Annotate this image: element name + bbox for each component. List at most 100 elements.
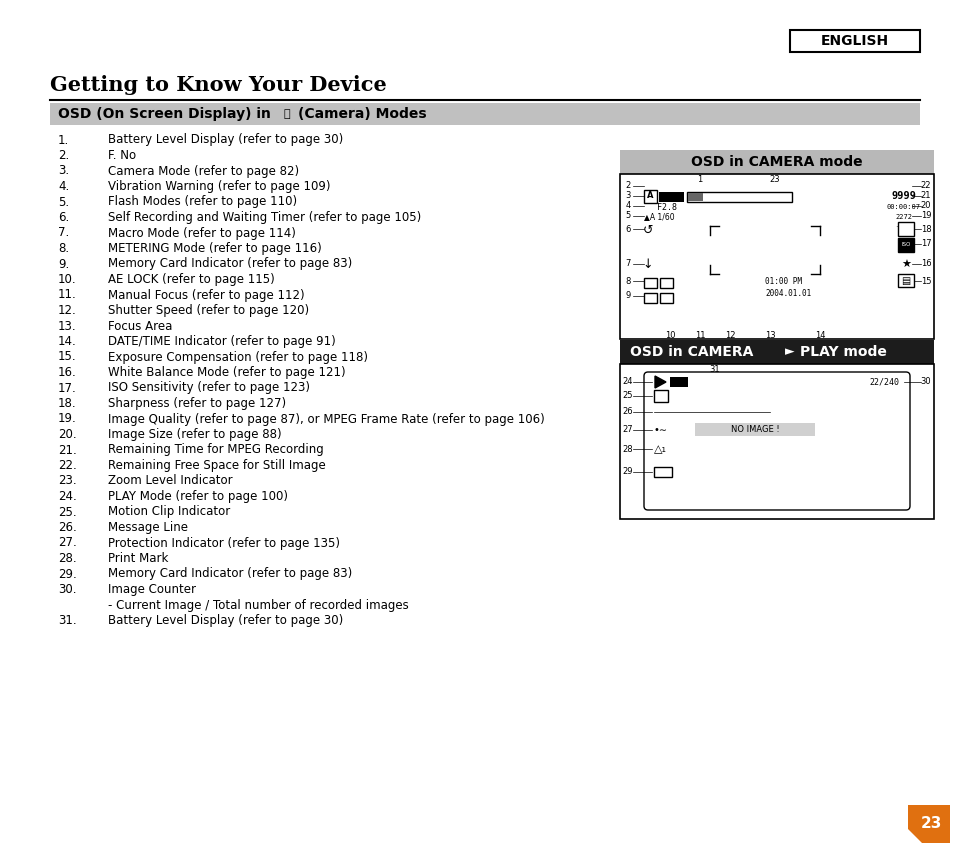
Text: ▲A 1/60: ▲A 1/60 bbox=[643, 212, 674, 222]
Text: ▤: ▤ bbox=[901, 276, 910, 286]
Text: 4.: 4. bbox=[58, 180, 70, 193]
Bar bbox=[619, 340, 933, 364]
Text: 21.: 21. bbox=[58, 443, 76, 456]
Text: White Balance Mode (refer to page 121): White Balance Mode (refer to page 121) bbox=[108, 366, 345, 379]
Text: Focus Area: Focus Area bbox=[108, 320, 172, 332]
Text: 5: 5 bbox=[625, 211, 630, 221]
Text: PLAY Mode (refer to page 100): PLAY Mode (refer to page 100) bbox=[108, 490, 288, 503]
Bar bbox=[907, 805, 949, 843]
Text: Macro Mode (refer to page 114): Macro Mode (refer to page 114) bbox=[108, 227, 295, 240]
Text: 18: 18 bbox=[920, 224, 930, 234]
Text: 28: 28 bbox=[622, 444, 633, 454]
Bar bbox=[686, 192, 791, 202]
Text: 31: 31 bbox=[709, 364, 720, 374]
Text: 27: 27 bbox=[622, 425, 633, 435]
Text: Message Line: Message Line bbox=[108, 521, 188, 534]
Text: 19: 19 bbox=[920, 211, 930, 221]
Text: 2272: 2272 bbox=[895, 214, 911, 220]
Bar bbox=[897, 238, 913, 252]
Text: Motion Clip Indicator: Motion Clip Indicator bbox=[108, 505, 230, 519]
Text: 12: 12 bbox=[724, 331, 735, 339]
Bar bbox=[654, 467, 671, 477]
Text: 24: 24 bbox=[622, 377, 633, 387]
Polygon shape bbox=[655, 376, 665, 388]
Text: 3: 3 bbox=[624, 192, 630, 200]
Text: 5.: 5. bbox=[58, 196, 69, 209]
Text: 8: 8 bbox=[624, 277, 630, 285]
Text: 29.: 29. bbox=[58, 568, 76, 581]
Text: 16: 16 bbox=[920, 259, 930, 269]
Text: 7: 7 bbox=[624, 259, 630, 269]
Bar bbox=[619, 364, 933, 519]
Bar bbox=[659, 293, 672, 303]
Text: 26: 26 bbox=[622, 407, 633, 417]
Text: 2: 2 bbox=[625, 181, 630, 191]
Text: 9: 9 bbox=[625, 291, 630, 301]
Text: 10: 10 bbox=[664, 331, 675, 339]
Text: 20: 20 bbox=[920, 202, 930, 210]
Text: ISO: ISO bbox=[901, 242, 910, 247]
Text: Battery Level Display (refer to page 30): Battery Level Display (refer to page 30) bbox=[108, 133, 343, 147]
Polygon shape bbox=[907, 829, 921, 843]
Text: 13: 13 bbox=[764, 331, 775, 339]
Text: Memory Card Indicator (refer to page 83): Memory Card Indicator (refer to page 83) bbox=[108, 568, 352, 581]
Bar bbox=[659, 278, 672, 288]
Text: 12.: 12. bbox=[58, 304, 76, 317]
Text: Sharpness (refer to page 127): Sharpness (refer to page 127) bbox=[108, 397, 286, 410]
Text: F2.8: F2.8 bbox=[657, 203, 677, 211]
FancyBboxPatch shape bbox=[643, 372, 909, 510]
Text: 23: 23 bbox=[769, 174, 780, 184]
Text: 2.: 2. bbox=[58, 149, 70, 162]
Text: AE LOCK (refer to page 115): AE LOCK (refer to page 115) bbox=[108, 273, 274, 286]
Text: ENGLISH: ENGLISH bbox=[821, 34, 888, 48]
Text: 14.: 14. bbox=[58, 335, 76, 348]
Text: 24.: 24. bbox=[58, 490, 76, 503]
Text: ★: ★ bbox=[900, 260, 910, 270]
Text: (Camera) Modes: (Camera) Modes bbox=[297, 107, 426, 121]
Text: Exposure Compensation (refer to page 118): Exposure Compensation (refer to page 118… bbox=[108, 350, 368, 363]
Text: 3.: 3. bbox=[58, 165, 69, 178]
Text: 18.: 18. bbox=[58, 397, 76, 410]
Text: Remaining Free Space for Still Image: Remaining Free Space for Still Image bbox=[108, 459, 325, 472]
Text: 22.: 22. bbox=[58, 459, 76, 472]
Text: 4: 4 bbox=[625, 202, 630, 210]
Text: △₁: △₁ bbox=[654, 444, 666, 454]
Bar bbox=[50, 103, 919, 125]
Text: OSD in CAMERA: OSD in CAMERA bbox=[629, 345, 758, 359]
Text: METERING Mode (refer to page 116): METERING Mode (refer to page 116) bbox=[108, 242, 321, 255]
Text: 22/240: 22/240 bbox=[868, 377, 898, 387]
Bar bbox=[619, 174, 933, 339]
Text: 9999: 9999 bbox=[890, 191, 916, 201]
Text: Camera Mode (refer to page 82): Camera Mode (refer to page 82) bbox=[108, 165, 299, 178]
Text: 30: 30 bbox=[920, 377, 930, 387]
Text: 21: 21 bbox=[920, 192, 930, 200]
Bar bbox=[643, 278, 657, 288]
Bar bbox=[643, 190, 657, 203]
Text: 25: 25 bbox=[622, 392, 633, 400]
Text: - Current Image / Total number of recorded images: - Current Image / Total number of record… bbox=[108, 599, 408, 612]
Bar bbox=[669, 377, 687, 387]
Text: Protection Indicator (refer to page 135): Protection Indicator (refer to page 135) bbox=[108, 537, 339, 550]
Text: Getting to Know Your Device: Getting to Know Your Device bbox=[50, 75, 386, 95]
Text: 19.: 19. bbox=[58, 412, 76, 425]
Text: ►: ► bbox=[784, 345, 794, 358]
Text: Vibration Warning (refer to page 109): Vibration Warning (refer to page 109) bbox=[108, 180, 330, 193]
Text: Image Size (refer to page 88): Image Size (refer to page 88) bbox=[108, 428, 281, 441]
Bar bbox=[643, 293, 657, 303]
Text: 11.: 11. bbox=[58, 289, 76, 302]
Text: 01:00 PM: 01:00 PM bbox=[764, 277, 801, 285]
Text: 7.: 7. bbox=[58, 227, 70, 240]
Text: 27.: 27. bbox=[58, 537, 76, 550]
Text: 23: 23 bbox=[920, 817, 941, 832]
Text: 14: 14 bbox=[814, 331, 824, 339]
Text: •∼: •∼ bbox=[654, 425, 667, 435]
Text: 📷: 📷 bbox=[284, 109, 291, 119]
Text: 1: 1 bbox=[697, 174, 702, 184]
Text: 16.: 16. bbox=[58, 366, 76, 379]
Text: · · · ·: · · · · bbox=[895, 223, 911, 233]
Text: 11: 11 bbox=[694, 331, 704, 339]
Text: 22: 22 bbox=[920, 181, 930, 191]
Bar bbox=[654, 390, 667, 402]
Text: ISO Sensitivity (refer to page 123): ISO Sensitivity (refer to page 123) bbox=[108, 381, 310, 394]
Bar bbox=[695, 423, 814, 436]
